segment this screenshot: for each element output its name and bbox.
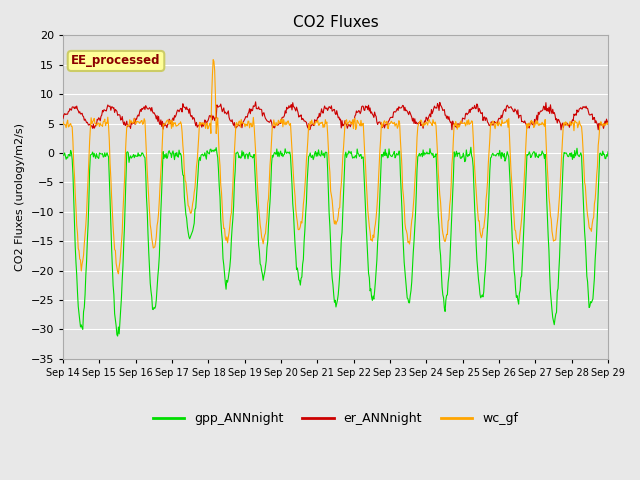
Title: CO2 Fluxes: CO2 Fluxes bbox=[292, 15, 378, 30]
Legend: gpp_ANNnight, er_ANNnight, wc_gf: gpp_ANNnight, er_ANNnight, wc_gf bbox=[148, 407, 523, 430]
Text: EE_processed: EE_processed bbox=[71, 54, 161, 68]
Y-axis label: CO2 Fluxes (urology/m2/s): CO2 Fluxes (urology/m2/s) bbox=[15, 123, 25, 271]
